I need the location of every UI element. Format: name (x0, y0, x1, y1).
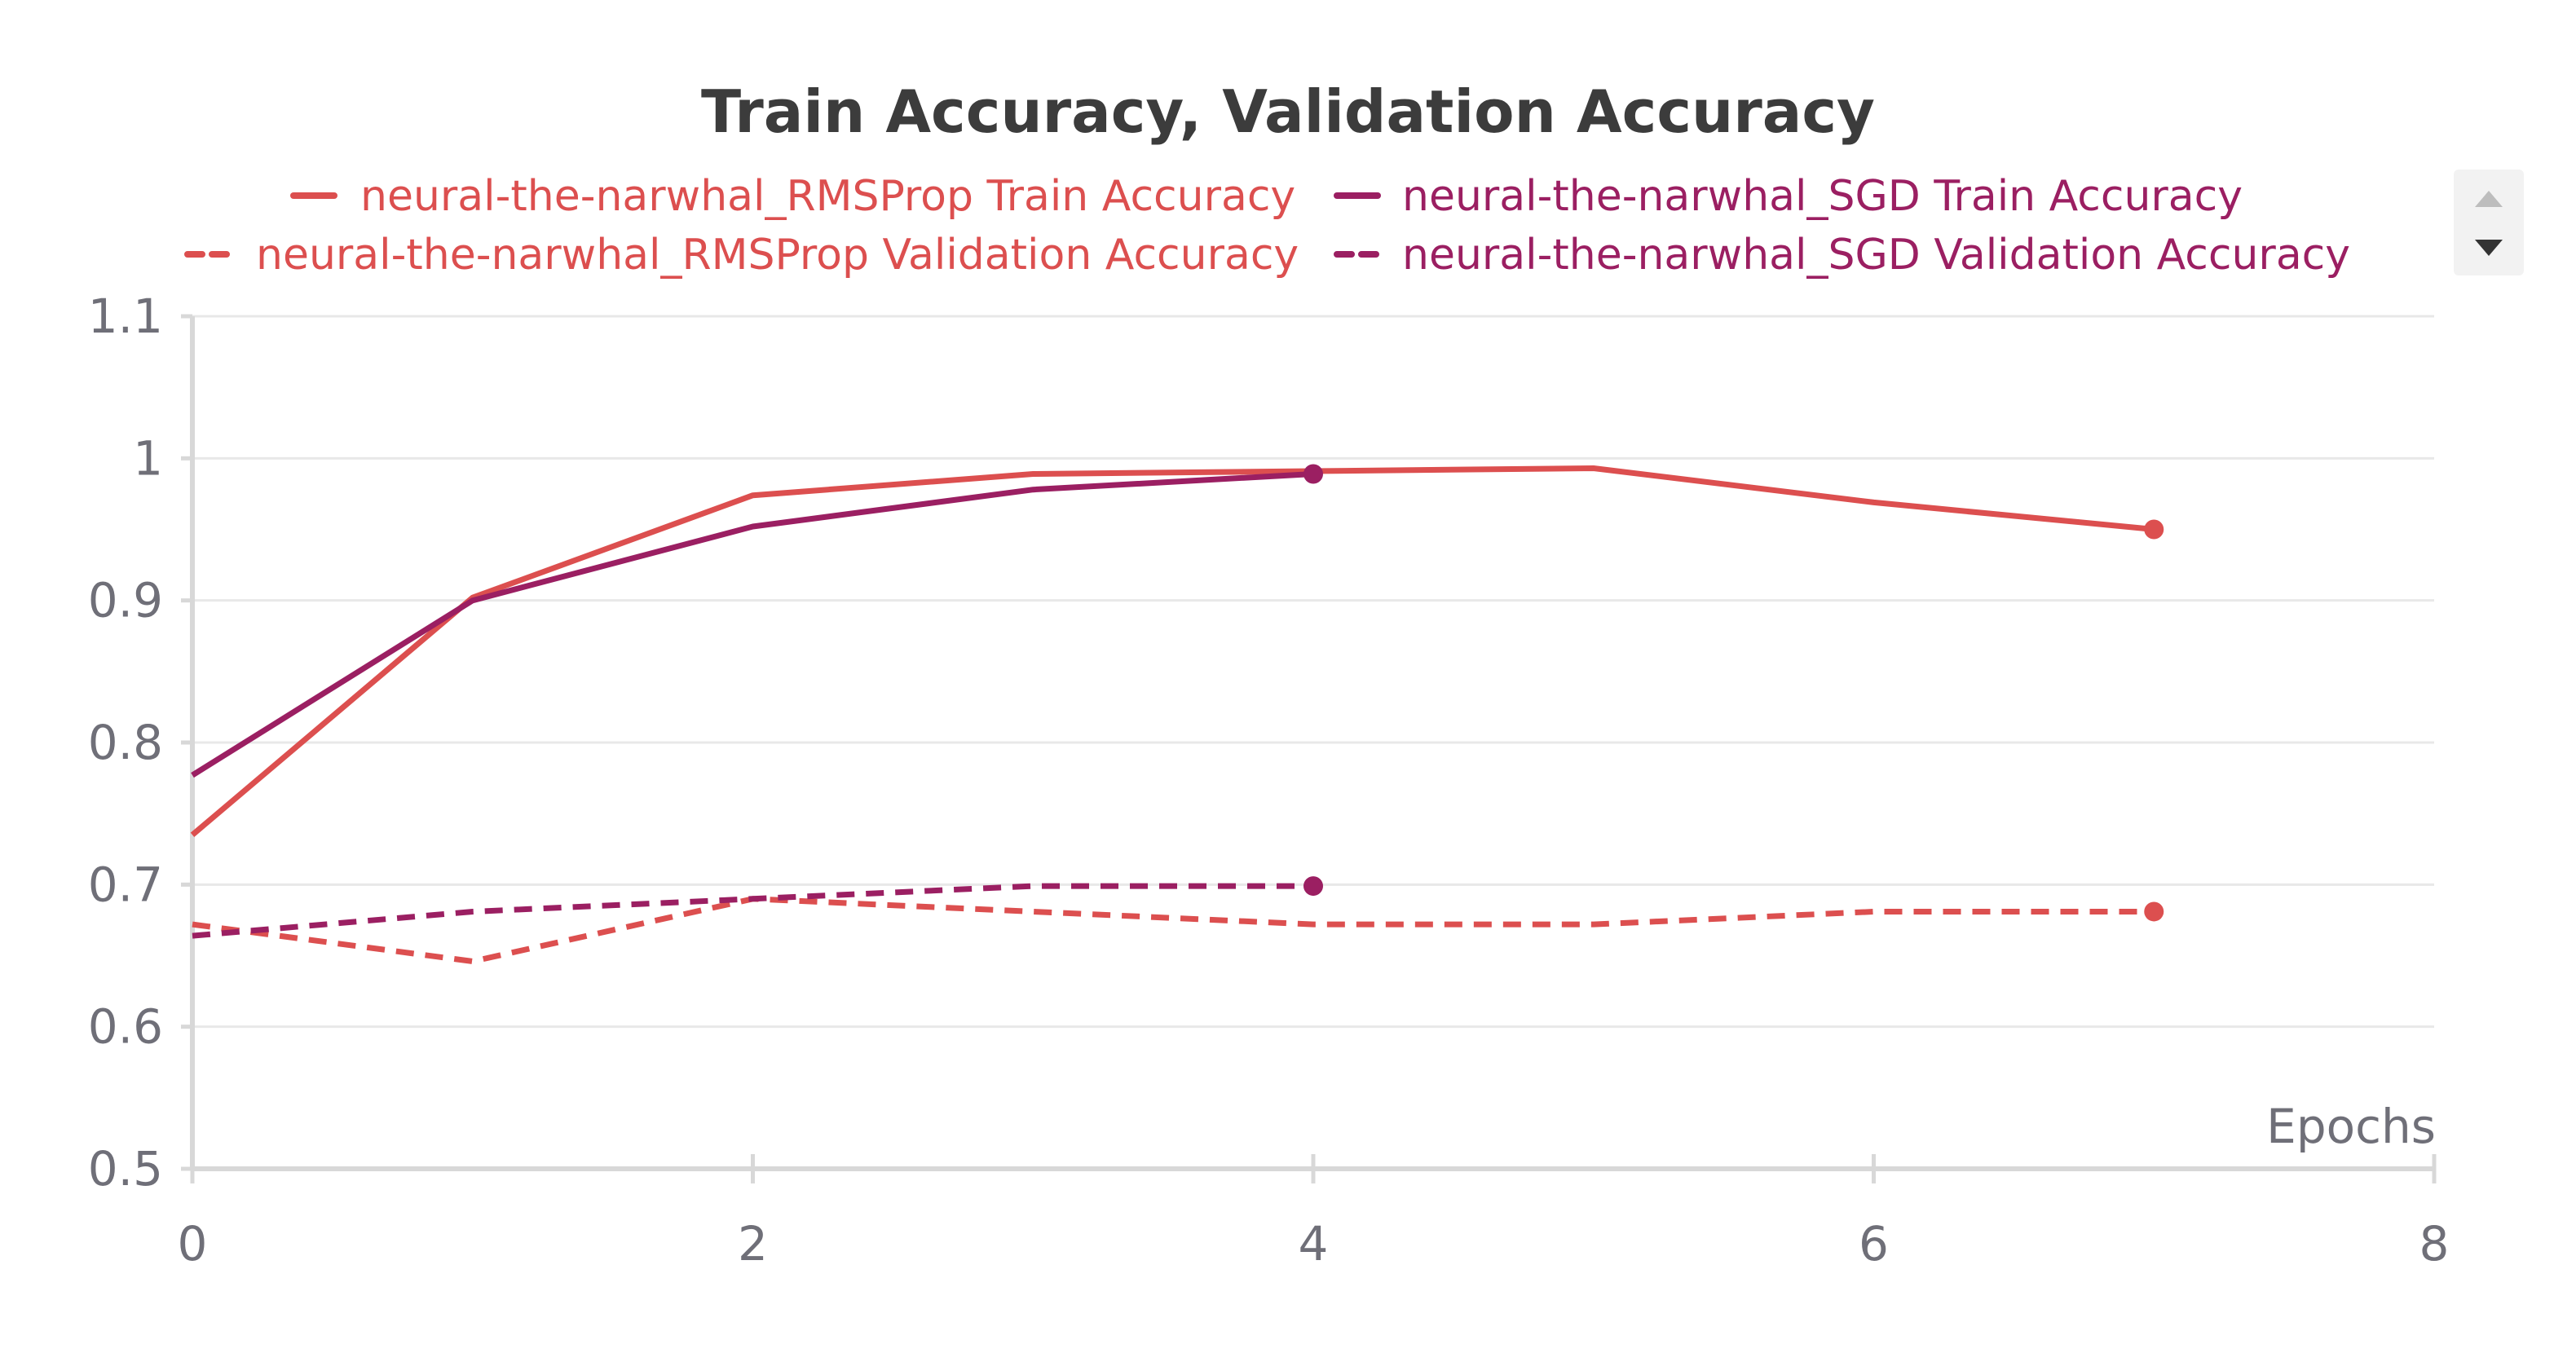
x-axis-label: Epochs (2266, 1099, 2436, 1154)
legend-scroll-track (2454, 170, 2524, 275)
legend-label: neural-the-narwhal_RMSProp Train Accurac… (360, 172, 1295, 221)
y-tick-label: 0.5 (88, 1141, 163, 1197)
x-axis-ticks: 0 2 4 6 8 (178, 1154, 2450, 1271)
series-line-1 (191, 471, 1314, 778)
legend-label: neural-the-narwhal_SGD Validation Accura… (1402, 231, 2350, 280)
series-line-2 (192, 896, 2155, 964)
gridlines (192, 315, 2434, 1029)
x-tick-label: 0 (178, 1216, 208, 1271)
series-layer (190, 464, 2164, 964)
series-line-0 (190, 465, 2155, 837)
series-end-point-0 (2144, 519, 2164, 540)
triangle-up-icon[interactable] (2475, 191, 2503, 207)
chart-title: Train Accuracy, Validation Accuracy (701, 77, 1875, 146)
x-tick-label: 6 (1859, 1216, 1889, 1271)
y-tick-label: 1 (133, 430, 163, 486)
series-end-point-3 (1303, 876, 1323, 897)
series-line-3 (192, 883, 1313, 939)
y-tick-label: 0.8 (88, 715, 163, 770)
y-tick-label: 0.6 (88, 999, 163, 1055)
series-end-point-1 (1303, 464, 1323, 484)
legend-scroll-control[interactable] (2454, 170, 2524, 275)
y-tick-label: 1.1 (88, 289, 163, 344)
legend-item[interactable]: neural-the-narwhal_SGD Train Accuracy (1334, 172, 2243, 221)
legend-label: neural-the-narwhal_RMSProp Validation Ac… (256, 231, 1299, 280)
triangle-down-icon[interactable] (2475, 240, 2503, 256)
y-tick-label: 0.7 (88, 857, 163, 912)
x-tick-label: 2 (738, 1216, 768, 1271)
legend-label: neural-the-narwhal_SGD Train Accuracy (1402, 172, 2243, 221)
legend: neural-the-narwhal_RMSProp Train Accurac… (184, 172, 2350, 280)
y-axis-ticks: 0.5 0.6 0.7 0.8 0.9 1 1.1 (88, 289, 192, 1197)
legend-item[interactable]: neural-the-narwhal_RMSProp Validation Ac… (184, 231, 1299, 280)
x-tick-label: 4 (1299, 1216, 1329, 1271)
y-tick-label: 0.9 (88, 573, 163, 628)
legend-item[interactable]: neural-the-narwhal_RMSProp Train Accurac… (290, 172, 1295, 221)
series-end-point-2 (2144, 901, 2164, 922)
legend-item[interactable]: neural-the-narwhal_SGD Validation Accura… (1334, 231, 2350, 280)
x-tick-label: 8 (2419, 1216, 2450, 1271)
